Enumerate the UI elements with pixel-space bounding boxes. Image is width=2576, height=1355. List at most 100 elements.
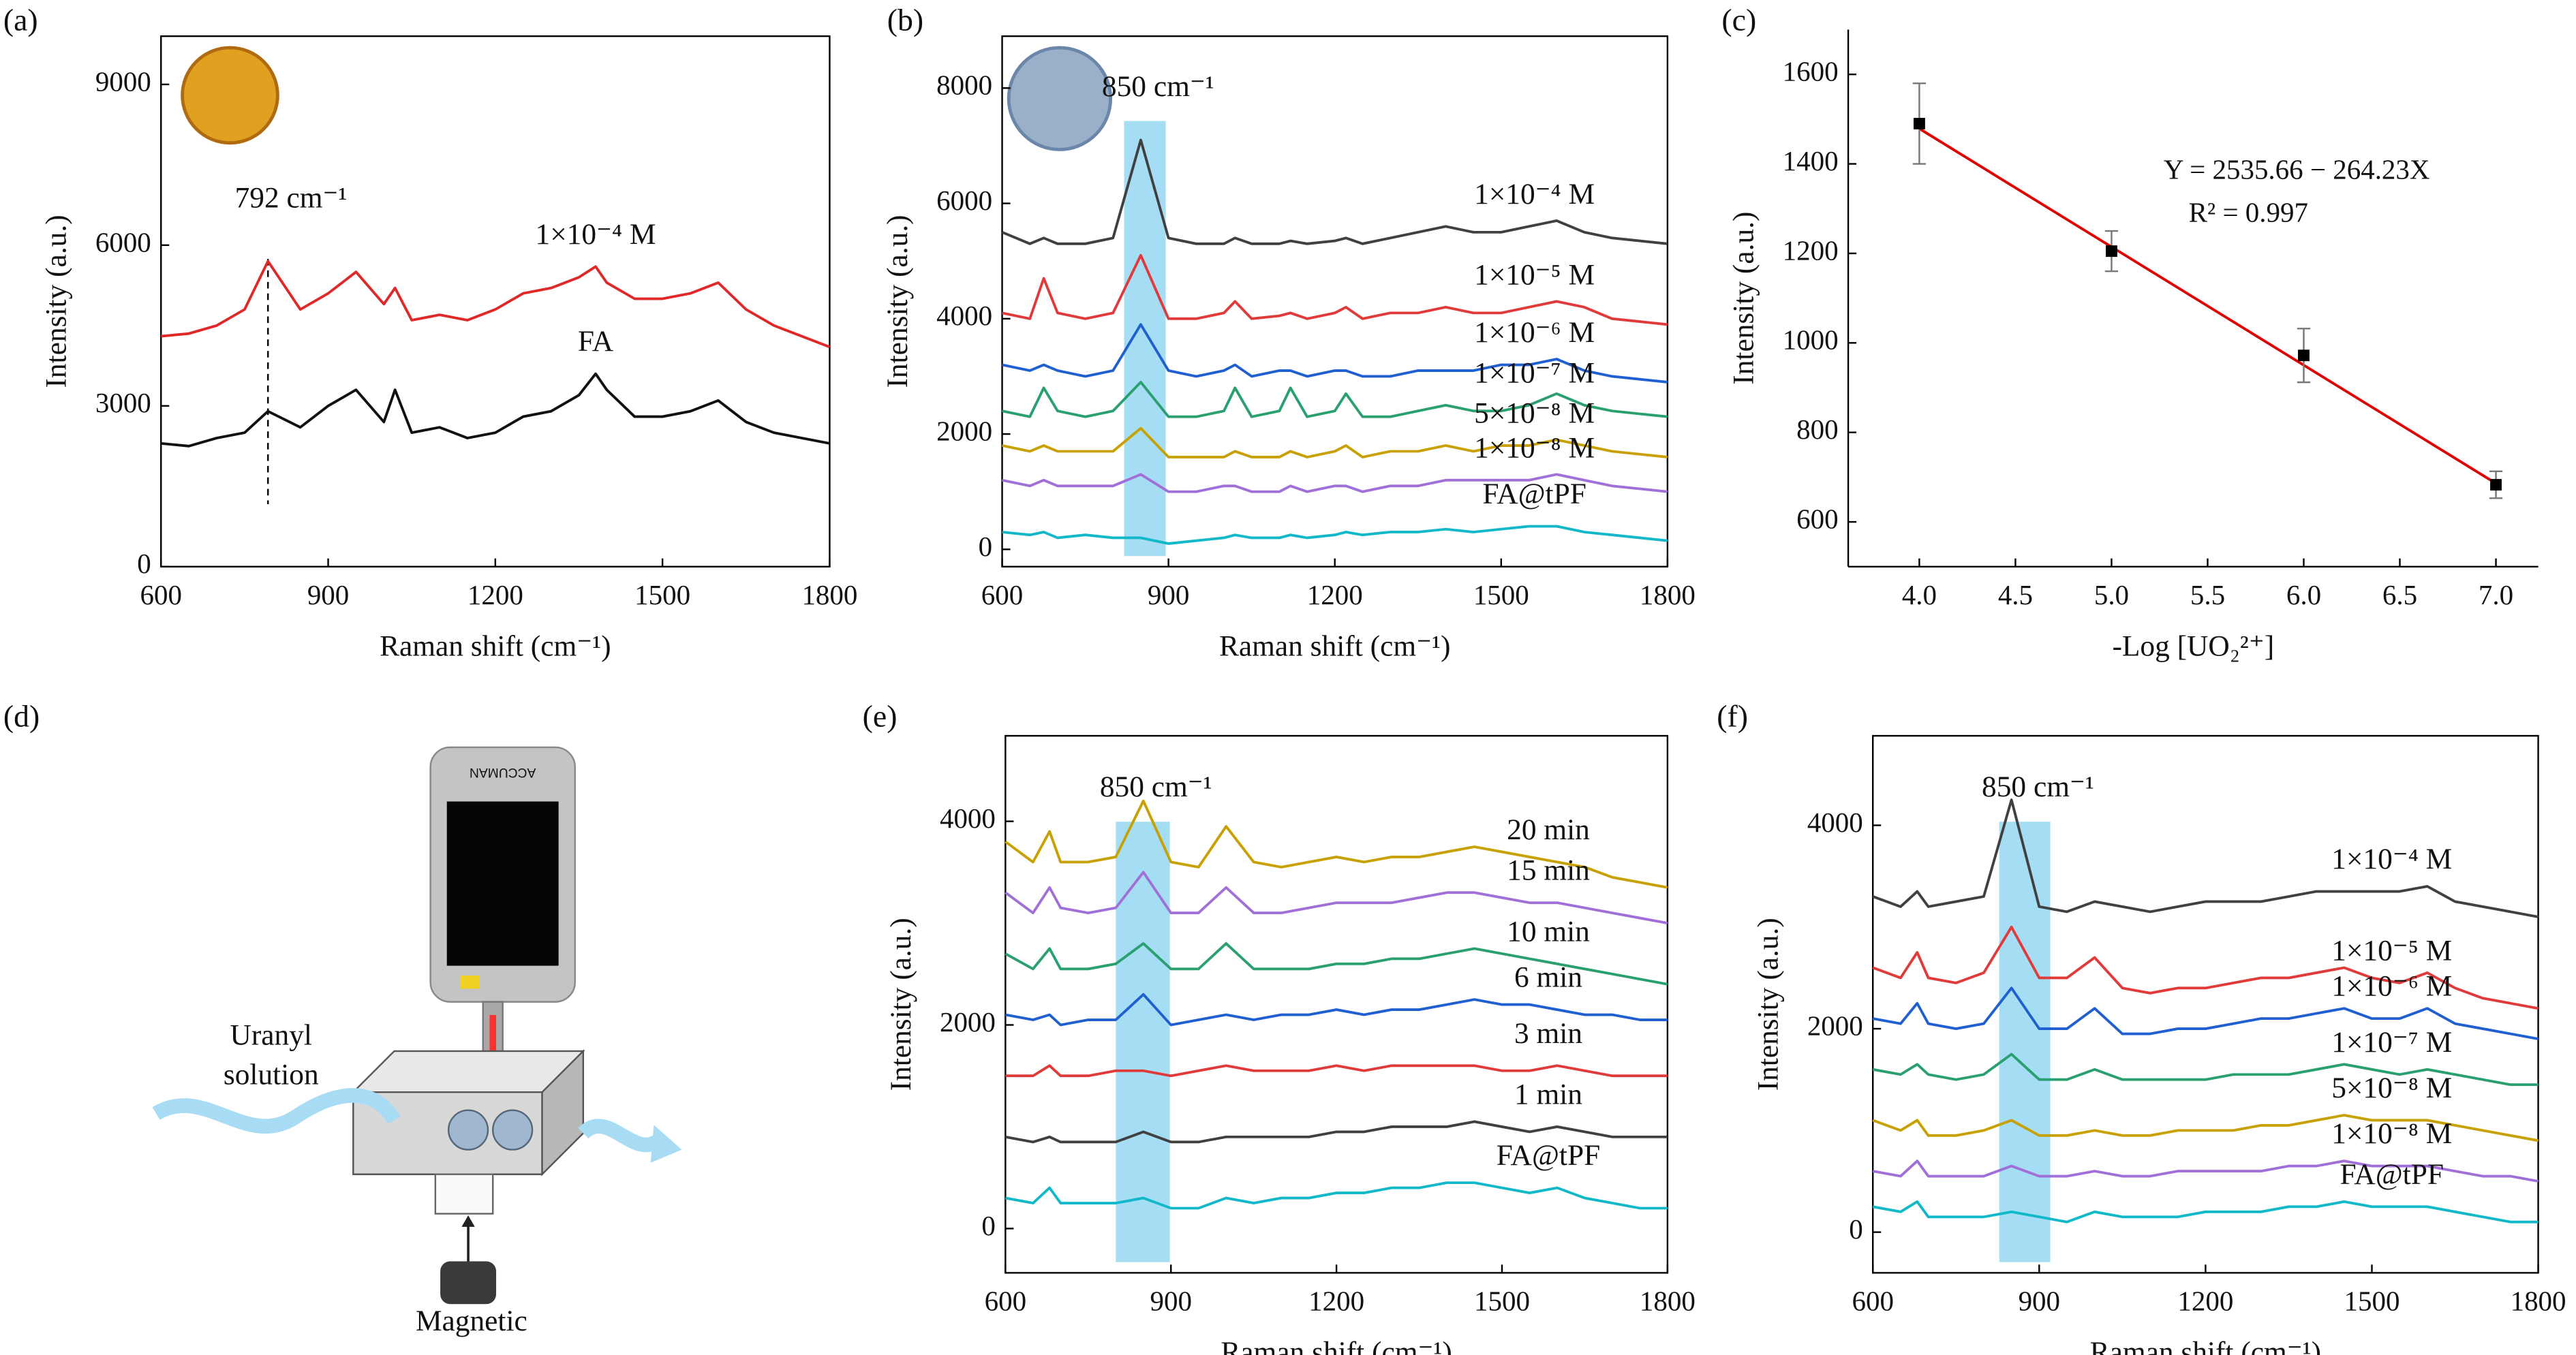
spectrum-line — [1002, 525, 1668, 545]
x-tick-label: 600 — [981, 579, 1023, 610]
x-tick-label: 1500 — [634, 579, 690, 610]
x-tick-label: 1500 — [2344, 1286, 2400, 1317]
spectrum-line — [1002, 381, 1668, 418]
arrow-head — [461, 1215, 475, 1227]
series-label: 1×10⁻⁷ M — [2331, 1026, 2452, 1059]
spectrum-line — [1005, 1120, 1668, 1144]
spectrum-line — [1005, 993, 1668, 1027]
spectrum-line — [1005, 871, 1668, 924]
x-tick-label: 1500 — [1474, 1286, 1530, 1317]
series-label: FA@tPF — [1497, 1139, 1600, 1172]
y-tick-label: 1000 — [1783, 324, 1839, 356]
magnet-label: Magnetic — [416, 1305, 527, 1337]
spectrum-line — [1872, 798, 2539, 918]
series-label: 3 min — [1514, 1017, 1582, 1050]
spectrum-line — [1001, 138, 1668, 245]
arrow-head — [650, 1125, 682, 1163]
series-label: 5×10⁻⁸ M — [2331, 1072, 2452, 1104]
spectrum-line — [1005, 799, 1668, 889]
spectrum-line — [161, 372, 830, 448]
x-tick-label: 600 — [140, 579, 182, 610]
x-tick-label: 1200 — [1307, 579, 1363, 610]
x-tick-label: 1800 — [1640, 579, 1696, 610]
annotation: Y = 2535.66 − 264.23X — [2164, 154, 2430, 185]
x-tick-label: 1200 — [1308, 1286, 1364, 1317]
laser-sticker — [460, 976, 480, 989]
y-tick-label: 9000 — [95, 65, 151, 97]
x-axis-label: Raman shift (cm⁻¹) — [1219, 629, 1450, 662]
panel-label: (f) — [1717, 698, 1748, 733]
y-tick-label: 0 — [979, 531, 992, 562]
screen — [446, 801, 559, 966]
y-tick-label: 0 — [137, 548, 151, 579]
spectrum-line — [161, 260, 831, 349]
x-tick-label: 900 — [2019, 1286, 2060, 1317]
nanoparticle-inset — [1007, 46, 1113, 151]
device-diagram: (d) ACCUMAN Uranyl solution Magnetic — [3, 698, 682, 1337]
x-tick-label: 1200 — [467, 579, 523, 610]
panel-label: (c) — [1721, 2, 1756, 37]
annotation: R² = 0.997 — [2189, 196, 2308, 228]
spectrum-line — [1002, 253, 1668, 326]
series-label: 6 min — [1514, 961, 1582, 994]
spectrum-line — [1002, 473, 1668, 493]
series-label: 20 min — [1507, 813, 1590, 846]
data-point — [2490, 479, 2502, 490]
x-tick-label: 600 — [985, 1286, 1026, 1317]
series-label: 10 min — [1507, 915, 1590, 948]
data-point — [1913, 117, 1925, 129]
y-tick-label: 4000 — [940, 803, 996, 834]
series-label: FA@tPF — [2340, 1158, 2444, 1191]
y-tick-label: 3000 — [95, 387, 151, 418]
fit-line — [1918, 127, 2497, 485]
y-tick-label: 1600 — [1783, 56, 1839, 87]
x-tick-label: 5.5 — [2190, 579, 2225, 610]
y-tick-label: 2000 — [1807, 1010, 1863, 1041]
y-tick-label: 6000 — [936, 185, 992, 216]
series-label: FA@tPF — [1482, 478, 1586, 510]
peak-label: 850 cm⁻¹ — [1102, 70, 1214, 103]
spectrum-line — [1002, 323, 1668, 384]
y-tick-label: 0 — [981, 1210, 995, 1241]
y-axis-label: Intensity (a.u.) — [1752, 918, 1785, 1091]
x-tick-label: 7.0 — [2479, 579, 2513, 610]
panel-label: (a) — [3, 2, 38, 37]
series-label: 1×10⁻⁴ M — [536, 218, 656, 251]
data-point — [2106, 245, 2117, 258]
series-label: 15 min — [1507, 854, 1590, 887]
y-tick-label: 2000 — [936, 416, 992, 447]
y-tick-label: 4000 — [1807, 807, 1863, 838]
spectrum-line — [1872, 1114, 2539, 1142]
peak-label: 850 cm⁻¹ — [1100, 770, 1212, 803]
x-tick-label: 1800 — [1640, 1286, 1696, 1317]
series-label: 1×10⁻⁴ M — [1474, 178, 1595, 211]
laser-beam — [489, 1014, 497, 1065]
y-tick-label: 4000 — [936, 300, 992, 331]
y-axis-label: Intensity (a.u.) — [40, 215, 73, 388]
y-tick-label: 2000 — [940, 1006, 996, 1038]
y-axis-label: Intensity (a.u.) — [885, 918, 917, 1091]
chamber — [492, 1109, 534, 1151]
series-label: 1×10⁻⁵ M — [2331, 934, 2452, 967]
x-tick-label: 4.5 — [1998, 579, 2033, 610]
series-label: 1×10⁻⁶ M — [2331, 970, 2452, 1003]
inlet-label: Uranyl — [230, 1019, 312, 1052]
x-tick-label: 1200 — [2177, 1286, 2233, 1317]
spectrum-line — [1005, 942, 1668, 986]
series-label: 1×10⁻⁶ M — [1474, 316, 1595, 349]
y-tick-label: 6000 — [95, 226, 151, 258]
y-tick-label: 600 — [1796, 503, 1838, 534]
x-tick-label: 5.0 — [2094, 579, 2129, 610]
spectrum-line — [1005, 1181, 1668, 1210]
plot-frame — [1872, 734, 2539, 1274]
inlet-label: solution — [224, 1058, 319, 1091]
series-label: 1×10⁻⁸ M — [1474, 431, 1595, 464]
spectrum-line — [1002, 426, 1668, 458]
x-tick-label: 1500 — [1473, 579, 1529, 610]
x-tick-label: 6.0 — [2286, 579, 2321, 610]
chamber — [447, 1109, 489, 1151]
x-tick-label: 900 — [1150, 1286, 1192, 1317]
highlight-band — [1124, 121, 1166, 557]
spectrum-line — [1872, 986, 2539, 1040]
magnet-holder — [434, 1173, 494, 1215]
